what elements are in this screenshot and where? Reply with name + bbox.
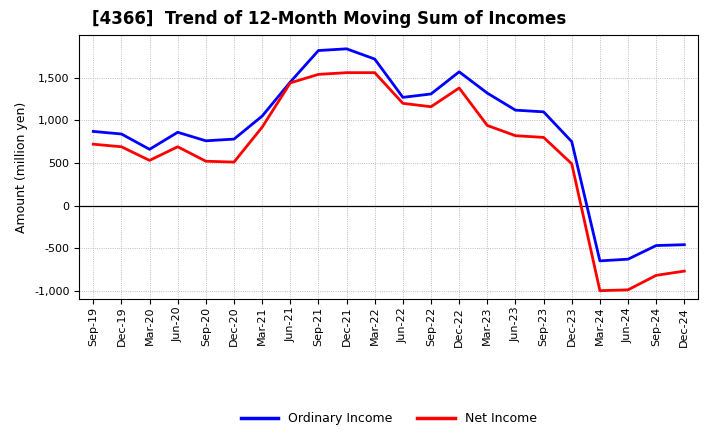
Net Income <box>342 70 351 75</box>
Net Income <box>652 273 660 278</box>
Ordinary Income <box>455 69 464 74</box>
Net Income <box>370 70 379 75</box>
Ordinary Income <box>567 139 576 144</box>
Ordinary Income <box>89 129 98 134</box>
Ordinary Income <box>145 147 154 152</box>
Ordinary Income <box>230 136 238 142</box>
Ordinary Income <box>314 48 323 53</box>
Net Income <box>174 144 182 150</box>
Ordinary Income <box>680 242 688 247</box>
Ordinary Income <box>427 92 436 97</box>
Ordinary Income <box>511 107 520 113</box>
Legend: Ordinary Income, Net Income: Ordinary Income, Net Income <box>235 407 542 430</box>
Ordinary Income <box>595 258 604 264</box>
Net Income <box>511 133 520 138</box>
Ordinary Income <box>652 243 660 248</box>
Net Income <box>117 144 126 150</box>
Net Income <box>595 288 604 293</box>
Net Income <box>145 158 154 163</box>
Net Income <box>89 142 98 147</box>
Net Income <box>680 268 688 274</box>
Net Income <box>483 123 492 128</box>
Ordinary Income <box>258 114 266 119</box>
Net Income <box>427 104 436 110</box>
Net Income <box>567 161 576 166</box>
Net Income <box>624 287 632 293</box>
Ordinary Income <box>624 257 632 262</box>
Line: Net Income: Net Income <box>94 73 684 291</box>
Net Income <box>202 158 210 164</box>
Ordinary Income <box>342 46 351 51</box>
Net Income <box>455 85 464 91</box>
Ordinary Income <box>202 138 210 143</box>
Net Income <box>230 159 238 165</box>
Ordinary Income <box>370 56 379 62</box>
Net Income <box>258 125 266 130</box>
Net Income <box>399 101 408 106</box>
Ordinary Income <box>483 91 492 96</box>
Text: [4366]  Trend of 12-Month Moving Sum of Incomes: [4366] Trend of 12-Month Moving Sum of I… <box>91 10 566 28</box>
Y-axis label: Amount (million yen): Amount (million yen) <box>15 102 28 233</box>
Ordinary Income <box>286 79 294 84</box>
Ordinary Income <box>399 95 408 100</box>
Ordinary Income <box>539 109 548 114</box>
Ordinary Income <box>117 132 126 137</box>
Net Income <box>314 72 323 77</box>
Net Income <box>539 135 548 140</box>
Ordinary Income <box>174 130 182 135</box>
Net Income <box>286 80 294 85</box>
Line: Ordinary Income: Ordinary Income <box>94 49 684 261</box>
